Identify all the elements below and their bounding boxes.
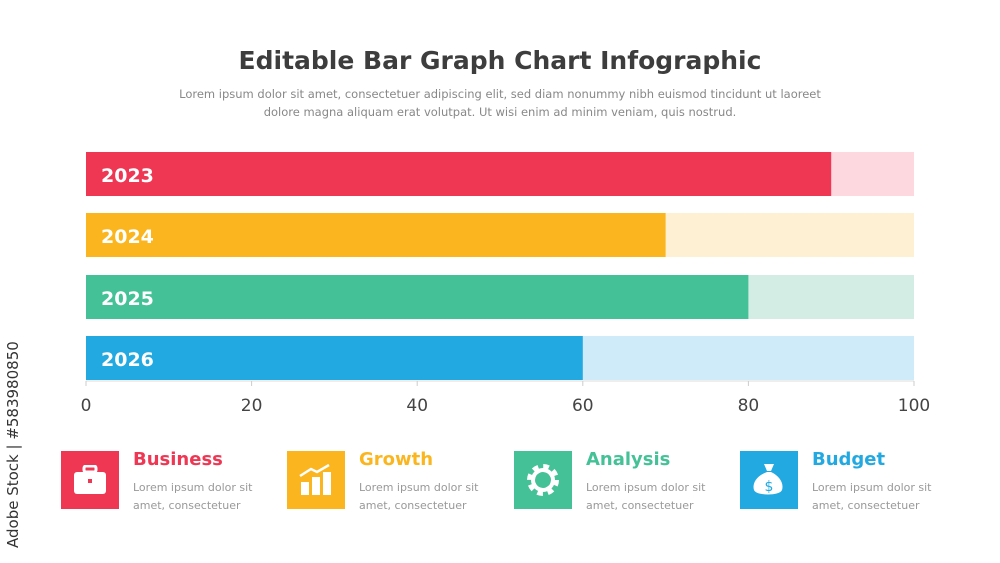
x-tick-label-0: 0 bbox=[81, 396, 92, 416]
card-budget: $ Budget Lorem ipsum dolor sit amet, con… bbox=[740, 449, 960, 512]
growth-chart-icon bbox=[287, 451, 345, 509]
bar-label-2026: 2026 bbox=[101, 349, 154, 371]
card-text: Lorem ipsum dolor sit amet, consectetuer bbox=[586, 481, 706, 512]
bar-label-2024: 2024 bbox=[101, 226, 154, 248]
x-tick-label-100: 100 bbox=[898, 396, 930, 416]
bar-2025 bbox=[86, 275, 749, 319]
money-bag-icon: $ bbox=[740, 451, 798, 509]
card-title: Budget bbox=[812, 449, 886, 470]
x-tick-label-40: 40 bbox=[406, 396, 428, 416]
x-tick-label-20: 20 bbox=[241, 396, 263, 416]
bar-chart: 2023 2024 2025 2026 0 20 40 60 80 100 bbox=[81, 152, 930, 416]
briefcase-icon bbox=[61, 451, 119, 509]
card-title: Growth bbox=[359, 449, 434, 470]
x-tick-label-60: 60 bbox=[572, 396, 594, 416]
bar-2026 bbox=[86, 336, 583, 380]
gear-icon bbox=[514, 451, 572, 509]
card-analysis: Analysis Lorem ipsum dolor sit amet, con… bbox=[514, 449, 734, 512]
x-tick-label-80: 80 bbox=[738, 396, 760, 416]
page-title: Editable Bar Graph Chart Infographic bbox=[238, 46, 762, 75]
bar-2023 bbox=[86, 152, 832, 196]
page-subtitle: Lorem ipsum dolor sit amet, consectetuer… bbox=[179, 87, 821, 119]
card-title: Analysis bbox=[586, 449, 671, 470]
card-text: Lorem ipsum dolor sit amet, consectetuer bbox=[812, 481, 932, 512]
bar-label-2023: 2023 bbox=[101, 165, 154, 187]
card-title: Business bbox=[133, 449, 223, 470]
bar-label-2025: 2025 bbox=[101, 288, 154, 310]
watermark: Adobe Stock | #583980850 bbox=[4, 341, 22, 548]
card-text: Lorem ipsum dolor sit amet, consectetuer bbox=[133, 481, 253, 512]
svg-text:$: $ bbox=[765, 479, 774, 495]
card-growth: Growth Lorem ipsum dolor sit amet, conse… bbox=[287, 449, 507, 512]
bar-2024 bbox=[86, 213, 666, 257]
card-text: Lorem ipsum dolor sit amet, consectetuer bbox=[359, 481, 479, 512]
card-business: Business Lorem ipsum dolor sit amet, con… bbox=[61, 449, 281, 512]
